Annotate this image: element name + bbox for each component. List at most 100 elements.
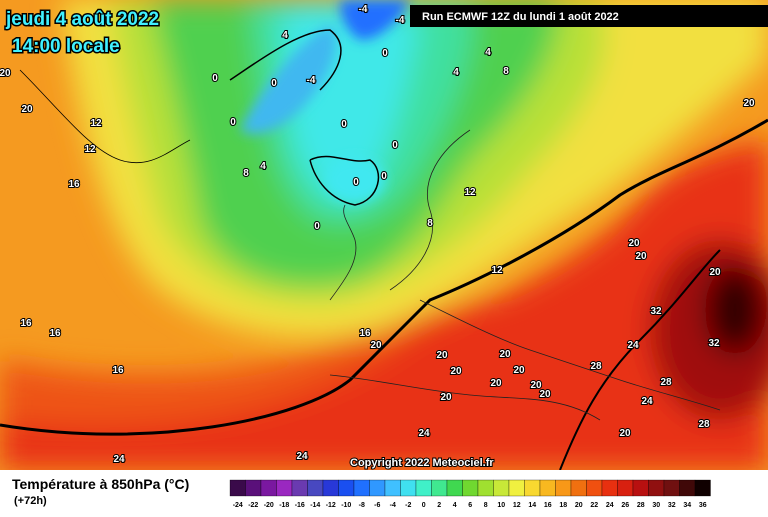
contour-label: 32 — [708, 338, 720, 349]
scale-swatch — [586, 479, 603, 497]
scale-label: 14 — [528, 502, 536, 509]
contour-label: 28 — [590, 361, 602, 372]
legend-title: Température à 850hPa (°C) — [12, 476, 189, 492]
scale-swatch — [260, 479, 277, 497]
scale-label: 26 — [621, 502, 629, 509]
scale-label: 8 — [484, 502, 488, 509]
lead-time: (+72h) — [14, 495, 47, 507]
contour-label: 0 — [353, 177, 359, 188]
contour-label: 0 — [341, 119, 347, 130]
contour-label: 16 — [359, 328, 371, 339]
contour-label: 8 — [503, 66, 509, 77]
contour-label: 16 — [49, 328, 61, 339]
scale-swatch — [276, 479, 293, 497]
scale-label: 28 — [637, 502, 645, 509]
contour-label: 20 — [635, 251, 647, 262]
run-label: Run ECMWF 12Z du lundi 1 août 2022 — [422, 11, 619, 23]
contour-label: 24 — [418, 428, 430, 439]
contour-label: 28 — [660, 377, 672, 388]
scale-label: -2 — [405, 502, 411, 509]
scale-label: -20 — [264, 502, 274, 509]
scale-swatch — [384, 479, 401, 497]
scale-swatch — [508, 479, 525, 497]
scale-label: 16 — [544, 502, 552, 509]
scale-swatch — [632, 479, 649, 497]
coastlines — [329, 129, 721, 421]
scale-label: -12 — [326, 502, 336, 509]
contour-label: 4 — [282, 30, 288, 41]
scale-swatch — [369, 479, 386, 497]
contour-label: 24 — [627, 340, 639, 351]
contour-label: 16 — [112, 365, 124, 376]
forecast-time: 14:00 locale — [12, 36, 120, 57]
scale-label: 12 — [513, 502, 521, 509]
color-scale: -24 -22 -20 -18 -16 -14 -12 -10 -8 -6 -4 -2 0 2 4 6 8 10 1… — [229, 479, 711, 509]
scale-swatch — [648, 479, 665, 497]
scale-swatch — [555, 479, 572, 497]
contour-label: 0 — [381, 171, 387, 182]
scale-label: -18 — [279, 502, 289, 509]
scale-swatch — [291, 479, 308, 497]
contour-label: 20 — [450, 366, 462, 377]
contour-label: 20 — [513, 365, 525, 376]
contour-label: 20 — [21, 104, 33, 115]
contour-label: 24 — [113, 454, 125, 465]
scale-label: -6 — [374, 502, 380, 509]
contour-label: 0 — [392, 140, 398, 151]
run-box — [410, 5, 768, 27]
scale-label: -8 — [359, 502, 365, 509]
scale-swatch — [663, 479, 680, 497]
scale-swatch — [617, 479, 634, 497]
contour-label: -4 — [307, 75, 316, 86]
contour-label: 20 — [440, 392, 452, 403]
contour-label: 4 — [485, 47, 491, 58]
contour-label: 24 — [296, 451, 308, 462]
temperature-field — [0, 0, 768, 470]
contour-label: 12 — [90, 118, 102, 129]
contour-label: -4 — [396, 15, 405, 26]
scale-swatch — [462, 479, 479, 497]
scale-swatch — [539, 479, 556, 497]
contour-label: 16 — [68, 179, 80, 190]
contour-label: 12 — [491, 265, 503, 276]
scale-label: 34 — [683, 502, 691, 509]
scale-swatch — [322, 479, 339, 497]
scale-swatch — [493, 479, 510, 497]
contour-label: 16 — [20, 318, 32, 329]
scale-label: 36 — [699, 502, 707, 509]
contour-label: 24 — [641, 396, 653, 407]
contour-label: 20 — [530, 380, 542, 391]
contour-label: 12 — [464, 187, 476, 198]
contour-label: 8 — [427, 218, 433, 229]
scale-label: -10 — [341, 502, 351, 509]
scale-swatch — [601, 479, 618, 497]
scale-label: -16 — [295, 502, 305, 509]
scale-label: -24 — [233, 502, 243, 509]
scale-swatch — [338, 479, 355, 497]
contour-label: -4 — [359, 4, 368, 15]
contour-label: 20 — [539, 389, 551, 400]
contour-label: 20 — [370, 340, 382, 351]
scale-swatch — [400, 479, 417, 497]
scale-label: 30 — [652, 502, 660, 509]
copyright: Copyright 2022 Meteociel.fr — [350, 457, 494, 469]
contour-label: 20 — [743, 98, 755, 109]
scale-swatch — [477, 479, 494, 497]
scale-label: 24 — [606, 502, 614, 509]
scale-swatch — [524, 479, 541, 497]
scale-swatch — [353, 479, 370, 497]
contour-label: 8 — [243, 168, 249, 179]
scale-label: 2 — [437, 502, 441, 509]
scale-label: -4 — [390, 502, 396, 509]
scale-label: 20 — [575, 502, 583, 509]
scale-label: 4 — [453, 502, 457, 509]
contour-label: 28 — [698, 419, 710, 430]
contour-label: 0 — [230, 117, 236, 128]
scale-swatch — [245, 479, 262, 497]
scale-label: 32 — [668, 502, 676, 509]
contour-label: 12 — [84, 144, 96, 155]
isotherms — [0, 29, 768, 471]
